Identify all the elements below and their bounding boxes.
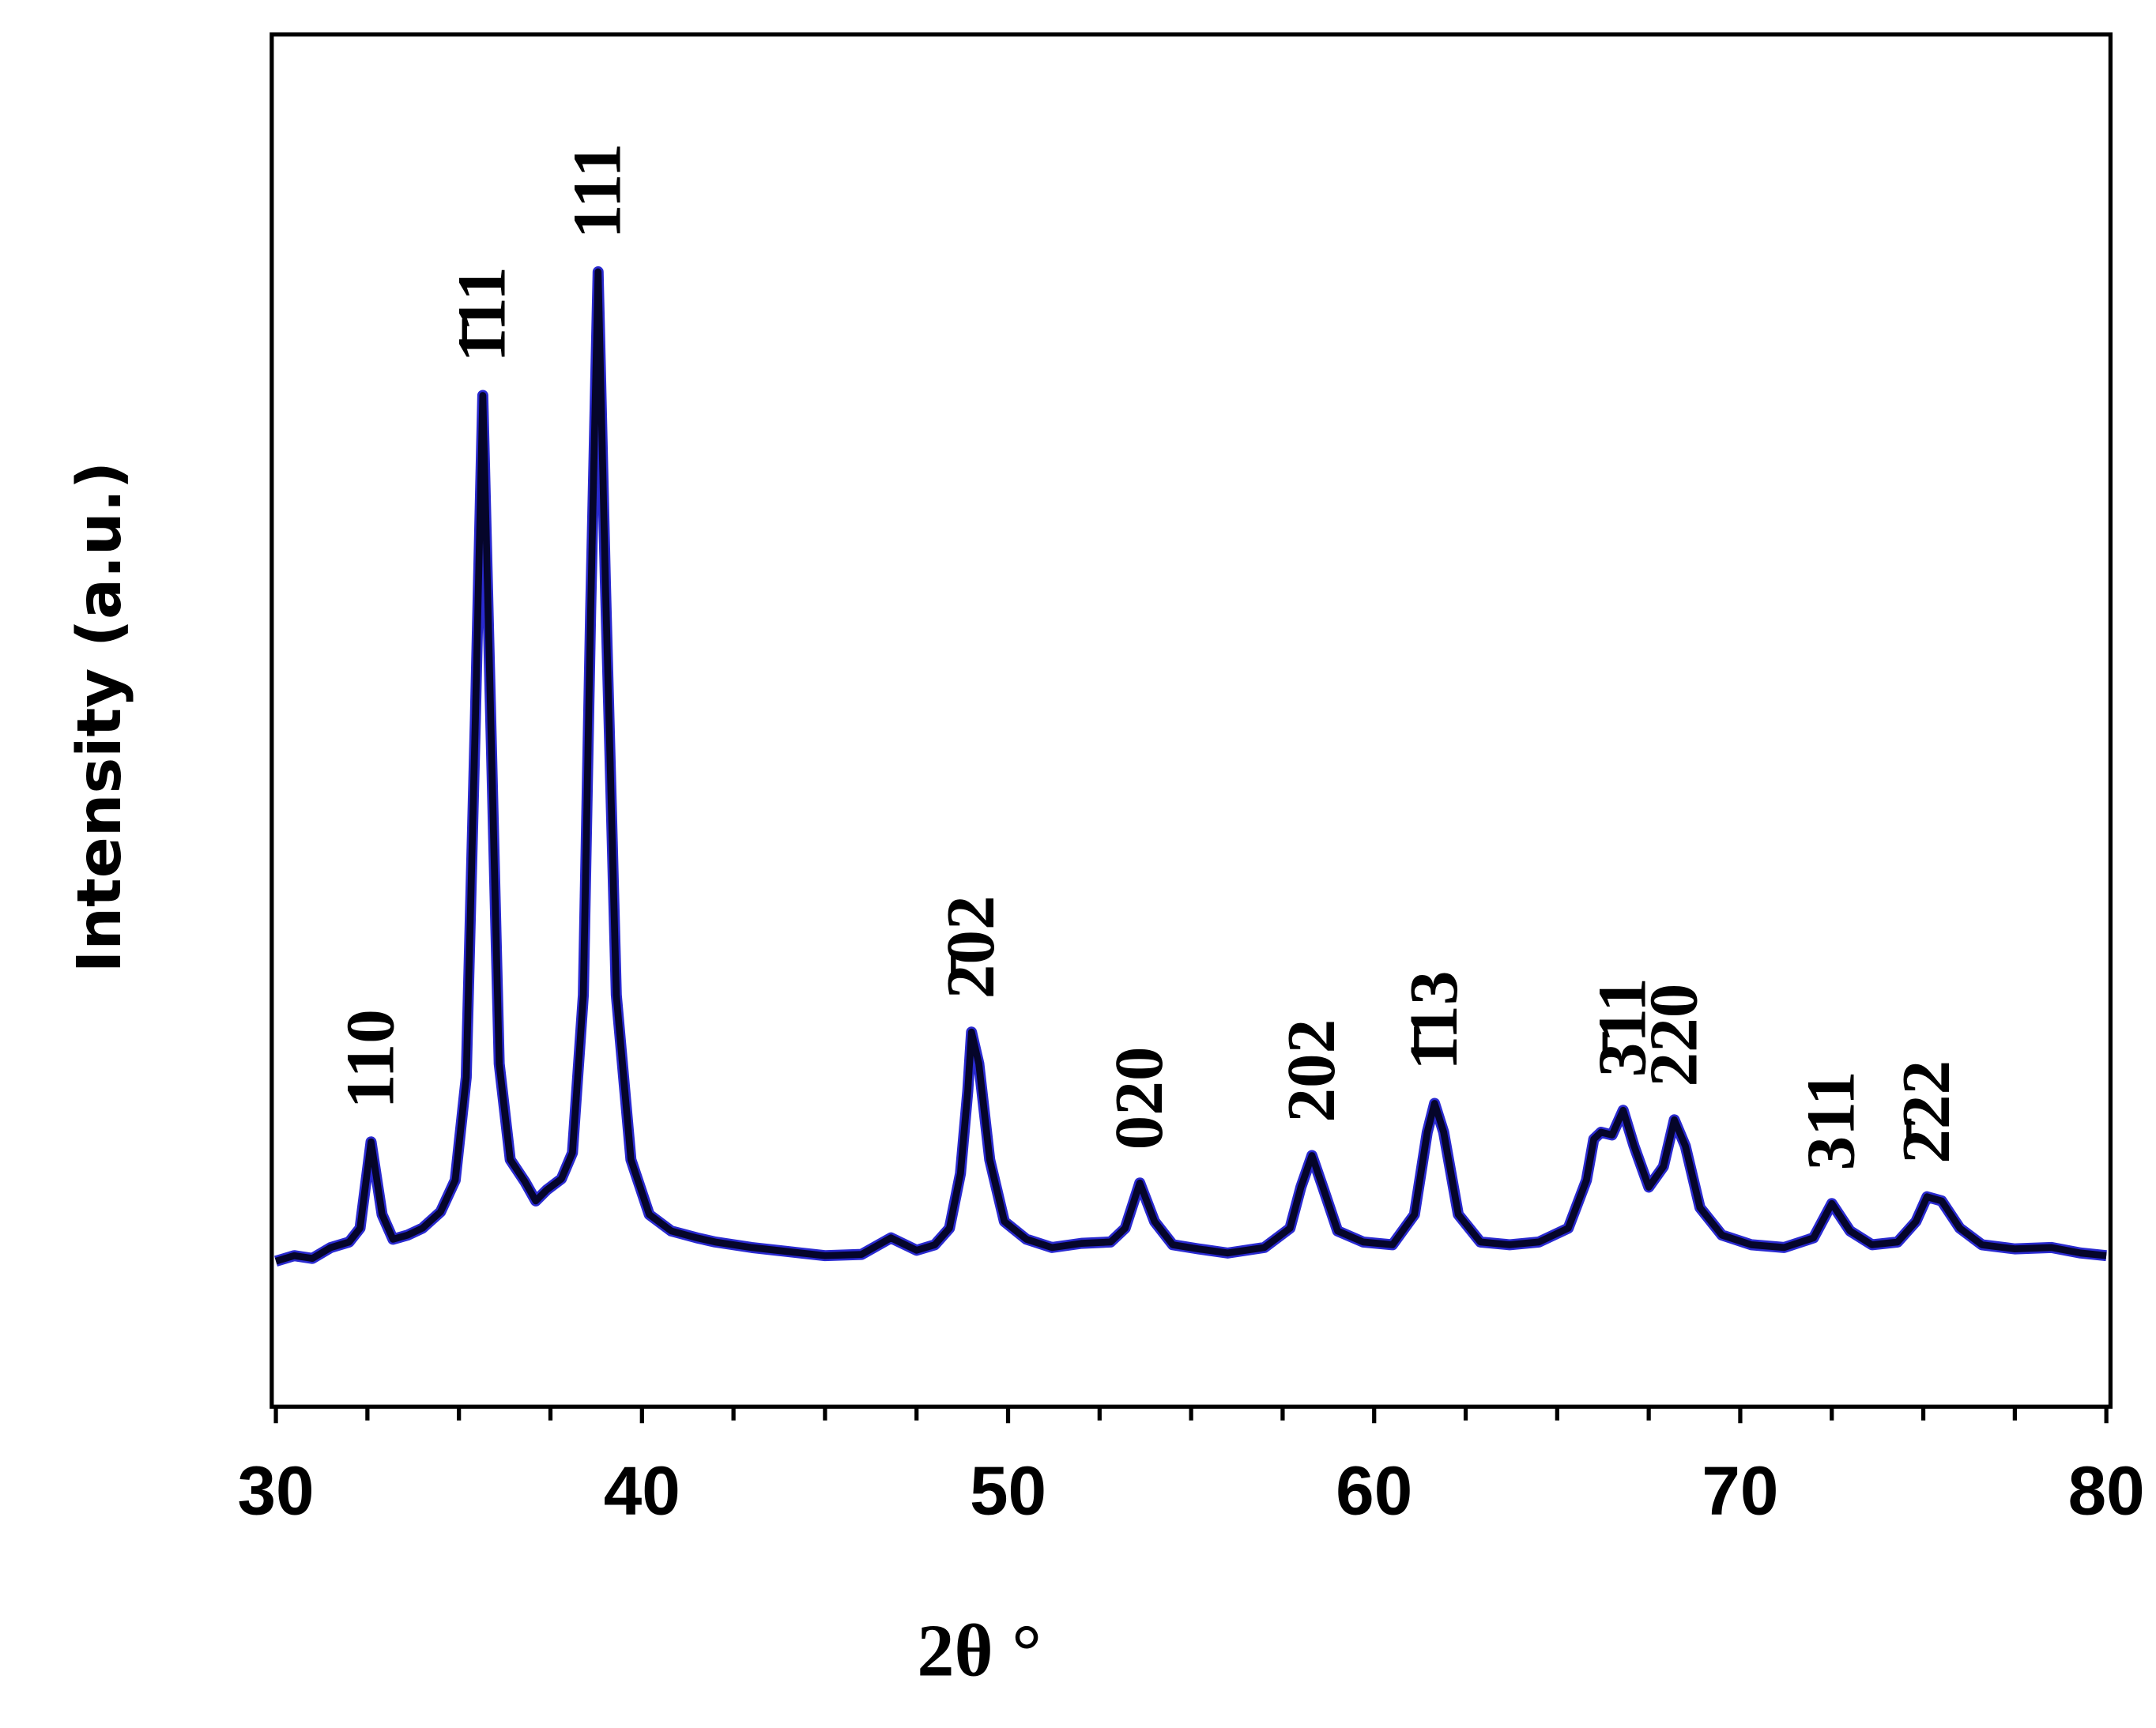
x-tick-label: 80 (2068, 1452, 2145, 1529)
peak-label: 020 (1100, 1046, 1177, 1150)
peak-label: 2̄22 (1887, 1060, 1964, 1164)
x-axis-title: 2θ ° (917, 1610, 1042, 1692)
x-tick-label: 60 (1336, 1452, 1412, 1529)
peak-label: 2̄02 (932, 895, 1008, 999)
y-axis-title: Intensity (a.u.) (65, 461, 135, 973)
x-tick-label: 30 (238, 1452, 315, 1529)
peak-label: 220 (1634, 984, 1711, 1087)
x-tick-label: 50 (970, 1452, 1046, 1529)
peak-label: 1̄13 (1395, 971, 1472, 1071)
peak-label: 111 (559, 143, 635, 239)
peak-label: 3̄11 (1584, 977, 1660, 1077)
peak-label: 1̄11 (443, 266, 520, 362)
x-tick-label: 40 (604, 1452, 680, 1529)
peak-label: 110 (331, 1009, 408, 1109)
series-line (274, 268, 2107, 1265)
peak-label: 311 (1792, 1071, 1869, 1170)
x-tick-label: 70 (1702, 1452, 1778, 1529)
peak-label: 202 (1272, 1019, 1349, 1123)
